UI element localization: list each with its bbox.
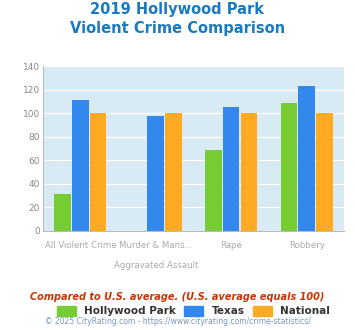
Text: All Violent Crime: All Violent Crime (44, 241, 116, 250)
Text: Robbery: Robbery (289, 241, 324, 250)
Bar (316, 113, 333, 231)
Text: Compared to U.S. average. (U.S. average equals 100): Compared to U.S. average. (U.S. average … (30, 292, 325, 302)
Bar (241, 113, 257, 231)
Text: 2019 Hollywood Park: 2019 Hollywood Park (91, 2, 264, 16)
Text: © 2025 CityRating.com - https://www.cityrating.com/crime-statistics/: © 2025 CityRating.com - https://www.city… (45, 317, 310, 326)
Bar (147, 115, 164, 231)
Text: Violent Crime Comparison: Violent Crime Comparison (70, 21, 285, 36)
Text: Murder & Mans...: Murder & Mans... (119, 241, 192, 250)
Bar (54, 194, 71, 231)
Legend: Hollywood Park, Texas, National: Hollywood Park, Texas, National (57, 306, 330, 316)
Bar (165, 113, 182, 231)
Bar (223, 107, 240, 231)
Bar (298, 86, 315, 231)
Bar (72, 100, 89, 231)
Bar (205, 150, 222, 231)
Bar (280, 103, 297, 231)
Text: Aggravated Assault: Aggravated Assault (114, 261, 198, 270)
Text: Rape: Rape (220, 241, 242, 250)
Bar (90, 113, 106, 231)
